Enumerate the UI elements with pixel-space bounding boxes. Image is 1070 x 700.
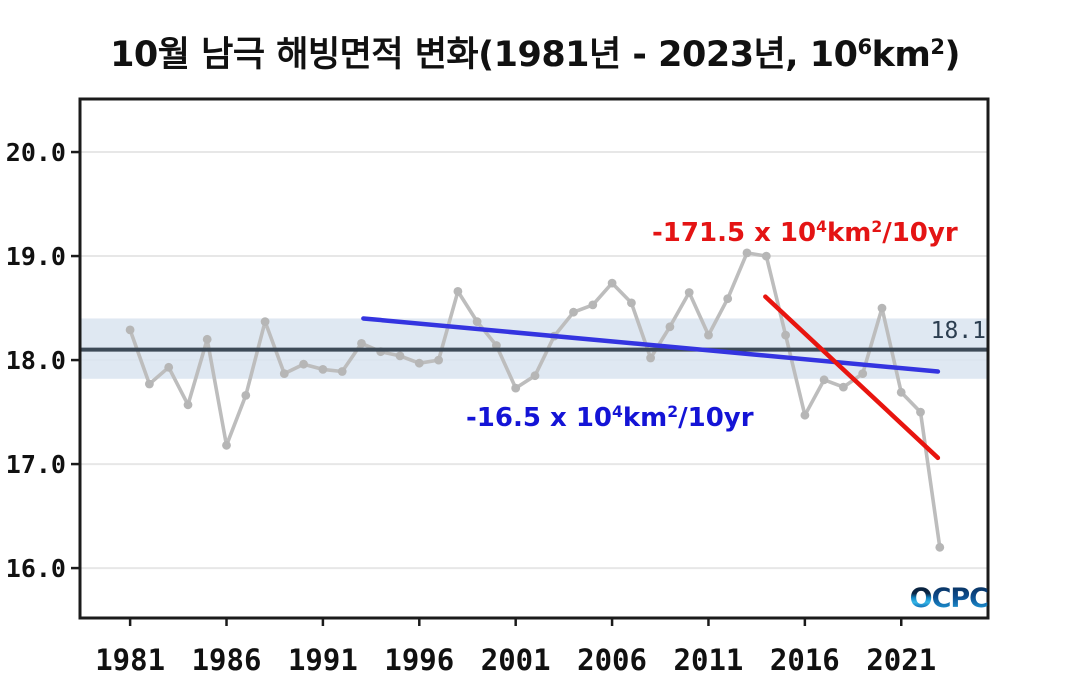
data-point bbox=[202, 334, 212, 344]
y-tick-label: 20.0 bbox=[6, 138, 66, 167]
y-tick-label: 16.0 bbox=[6, 554, 66, 583]
x-tick-label: 2001 bbox=[481, 643, 551, 677]
title-text: 10월 남극 해빙면적 변화(1981년 - 2023년, 10 bbox=[110, 35, 858, 75]
x-tick-label: 2006 bbox=[577, 643, 647, 677]
x-tick-label: 2021 bbox=[866, 643, 936, 677]
data-point bbox=[434, 355, 443, 365]
blue-per-decade: /10yr bbox=[678, 403, 754, 433]
data-point bbox=[318, 365, 328, 374]
blue-superscript-4: 4 bbox=[612, 403, 623, 422]
data-point bbox=[299, 359, 308, 369]
data-point bbox=[395, 351, 405, 361]
ocpc-logo-cpc: CPC bbox=[931, 583, 989, 614]
data-point bbox=[145, 379, 154, 389]
data-point bbox=[414, 358, 424, 368]
red-trend-line bbox=[763, 294, 941, 461]
data-point bbox=[222, 440, 231, 450]
data-point bbox=[260, 317, 270, 326]
x-tick-label: 1981 bbox=[95, 643, 165, 677]
data-point bbox=[530, 371, 540, 381]
title-unit: km bbox=[871, 35, 931, 75]
blue-trend-line bbox=[361, 316, 941, 374]
x-tick-label: 2011 bbox=[674, 643, 744, 677]
blue-trend-value: -16.5 x 10 bbox=[466, 403, 612, 433]
title-superscript-2: 2 bbox=[930, 35, 945, 60]
data-point bbox=[839, 382, 848, 392]
data-point bbox=[183, 400, 193, 410]
x-tick-label: 1986 bbox=[192, 643, 262, 677]
data-point bbox=[627, 298, 636, 308]
chart-title: 10월 남극 해빙면적 변화(1981년 - 2023년, 106km2) bbox=[0, 26, 1070, 77]
x-tick-label: 1996 bbox=[384, 643, 454, 677]
data-point bbox=[819, 375, 829, 385]
blue-superscript-2: 2 bbox=[667, 403, 679, 422]
data-point bbox=[858, 369, 868, 378]
data-point bbox=[742, 248, 752, 258]
red-trend-value: -171.5 x 10 bbox=[652, 218, 817, 248]
ocpc-logo-o: O bbox=[909, 583, 933, 614]
data-point bbox=[472, 317, 482, 326]
data-point bbox=[453, 287, 463, 296]
x-tick-label: 2016 bbox=[770, 643, 840, 677]
data-point bbox=[588, 300, 598, 310]
data-point bbox=[646, 353, 655, 363]
data-point bbox=[164, 362, 174, 372]
data-point bbox=[704, 330, 713, 340]
red-per-decade: /10yr bbox=[882, 218, 958, 248]
red-superscript-4: 4 bbox=[816, 218, 827, 237]
red-unit: km bbox=[826, 218, 872, 248]
data-point bbox=[337, 367, 347, 376]
red-superscript-2: 2 bbox=[871, 218, 883, 237]
sea-ice-series-line bbox=[128, 251, 942, 550]
data-point bbox=[896, 387, 906, 397]
data-point bbox=[935, 542, 945, 552]
data-point bbox=[916, 407, 925, 417]
blue-unit: km bbox=[622, 403, 668, 433]
data-point bbox=[357, 339, 366, 348]
data-point bbox=[279, 369, 289, 378]
data-point bbox=[241, 391, 251, 400]
ocpc-logo: OCPC bbox=[888, 583, 989, 614]
data-point bbox=[607, 278, 617, 288]
blue-trend-annotation: -16.5 x 104km2/10yr bbox=[466, 403, 754, 433]
data-point bbox=[684, 288, 694, 297]
red-trend-annotation: -171.5 x 104km2/10yr bbox=[652, 218, 958, 248]
data-point bbox=[800, 410, 810, 420]
mean-value-label: 18.1 bbox=[930, 318, 986, 344]
y-tick-label: 18.0 bbox=[6, 346, 66, 375]
data-point bbox=[125, 325, 135, 335]
data-point bbox=[511, 383, 521, 393]
x-tick-label: 1991 bbox=[288, 643, 358, 677]
title-superscript-6: 6 bbox=[857, 35, 872, 60]
axes-frame bbox=[78, 97, 990, 620]
y-tick-label: 17.0 bbox=[6, 450, 66, 479]
y-tick-label: 19.0 bbox=[6, 242, 66, 271]
data-point bbox=[569, 307, 578, 317]
data-point bbox=[877, 303, 887, 313]
data-point bbox=[723, 294, 733, 304]
title-close-paren: ) bbox=[944, 35, 960, 75]
data-point bbox=[761, 251, 771, 261]
data-point bbox=[781, 330, 790, 340]
data-point bbox=[665, 322, 675, 332]
